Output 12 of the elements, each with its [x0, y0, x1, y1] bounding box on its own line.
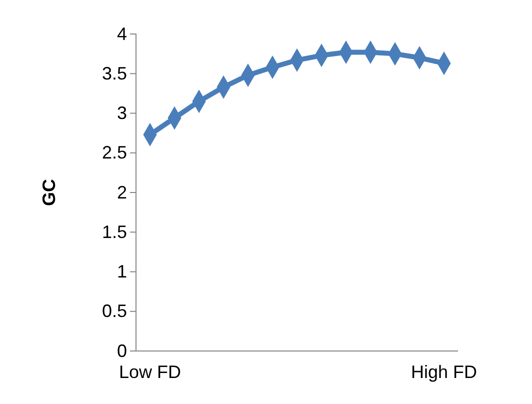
- y-tick-label: 1.5: [102, 222, 127, 242]
- y-tick-label: 0.5: [102, 301, 127, 322]
- y-tick-label: 3: [116, 103, 127, 124]
- y-axis-title: GC: [39, 179, 59, 206]
- x-tick-label: High FD: [410, 362, 478, 382]
- x-tick-label: Low FD: [118, 362, 182, 382]
- y-tick-label: 0: [116, 340, 127, 361]
- y-tick-label: 2.5: [102, 142, 127, 163]
- y-tick-label: 1: [116, 262, 127, 282]
- y-tick-label: 2: [116, 182, 127, 202]
- y-tick-label: 4: [116, 24, 127, 44]
- y-tick-label: 3.5: [102, 63, 127, 84]
